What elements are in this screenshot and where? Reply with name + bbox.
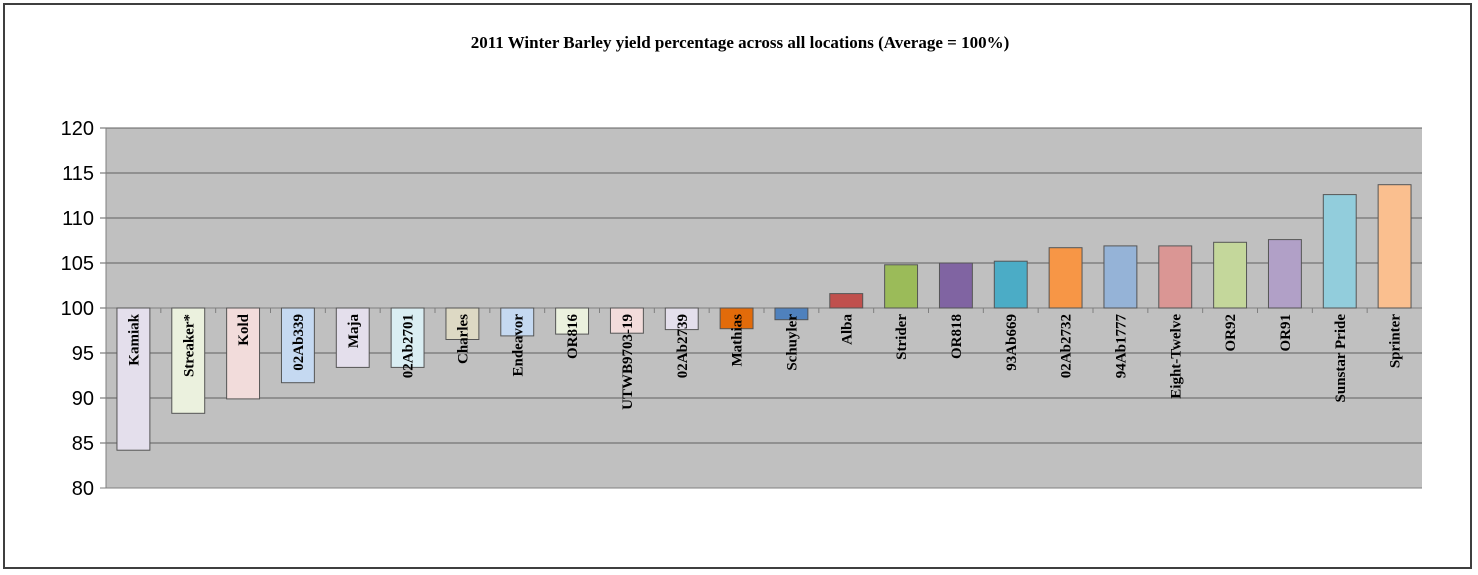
bar-sprinter — [1377, 184, 1412, 309]
y-tick-label: 115 — [62, 163, 94, 185]
bar-streaker- — [171, 307, 206, 414]
bar-kold — [226, 307, 261, 400]
y-tick-label: 85 — [72, 433, 94, 455]
y-tick-label: 105 — [61, 253, 94, 275]
bar-endeavor — [500, 307, 535, 337]
category-label: 02Ab339 — [291, 314, 307, 371]
category-label: 93Ab669 — [1004, 314, 1020, 371]
y-tick-label: 80 — [72, 478, 94, 500]
y-tick-label: 90 — [72, 388, 94, 410]
bar-schuyler — [774, 307, 809, 321]
category-label: Kamiak — [126, 313, 142, 365]
category-label: 02Ab2732 — [1059, 314, 1075, 378]
category-label: Charles — [455, 314, 471, 364]
bar-or818 — [938, 262, 973, 309]
category-label: Alba — [839, 314, 855, 345]
category-label: Maja — [346, 314, 362, 349]
category-label: Endeavor — [510, 314, 526, 377]
bar-strider — [884, 264, 919, 309]
bar-or816 — [555, 307, 590, 335]
bar-02ab2701 — [390, 307, 425, 368]
bar-or92 — [1213, 241, 1248, 309]
category-label: Mathias — [730, 314, 746, 367]
bar-94ab1777 — [1103, 245, 1138, 309]
y-tick-label: 100 — [61, 298, 94, 320]
bar-utwb9703-19 — [609, 307, 644, 334]
category-label: OR91 — [1278, 314, 1294, 352]
category-label: 94Ab1777 — [1113, 314, 1129, 379]
y-tick-label: 120 — [61, 118, 94, 140]
bar-02ab339 — [280, 307, 315, 384]
category-label: Kold — [236, 313, 252, 345]
category-label: 02Ab2739 — [675, 314, 691, 378]
bar-02ab2739 — [664, 307, 699, 331]
category-label: Sprinter — [1388, 314, 1404, 369]
category-label: Streaker* — [181, 314, 197, 377]
y-tick-label: 95 — [72, 343, 94, 365]
bar-sunstar-pride — [1322, 194, 1357, 309]
category-label: Strider — [894, 314, 910, 360]
bar-93ab669 — [993, 260, 1028, 309]
bar-alba — [829, 293, 864, 309]
category-label: 02Ab2701 — [401, 314, 417, 378]
category-label: Sunstar Pride — [1333, 314, 1349, 403]
y-tick-label: 110 — [62, 208, 94, 230]
category-label: OR818 — [949, 314, 965, 359]
bar-02ab2732 — [1048, 247, 1083, 309]
category-label: Schuyler — [784, 314, 800, 371]
chart-title: 2011 Winter Barley yield percentage acro… — [471, 33, 1010, 52]
bar-eight-twelve — [1158, 245, 1193, 309]
bar-kamiak — [116, 307, 151, 451]
bar-maja — [335, 307, 370, 368]
category-label: Eight-Twelve — [1168, 314, 1184, 399]
category-label: UTWB9703-19 — [620, 314, 636, 410]
category-label: OR816 — [565, 314, 581, 360]
category-label: OR92 — [1223, 314, 1239, 352]
bar-or91 — [1267, 239, 1302, 309]
bar-charles — [445, 307, 480, 340]
bar-mathias — [719, 307, 754, 330]
